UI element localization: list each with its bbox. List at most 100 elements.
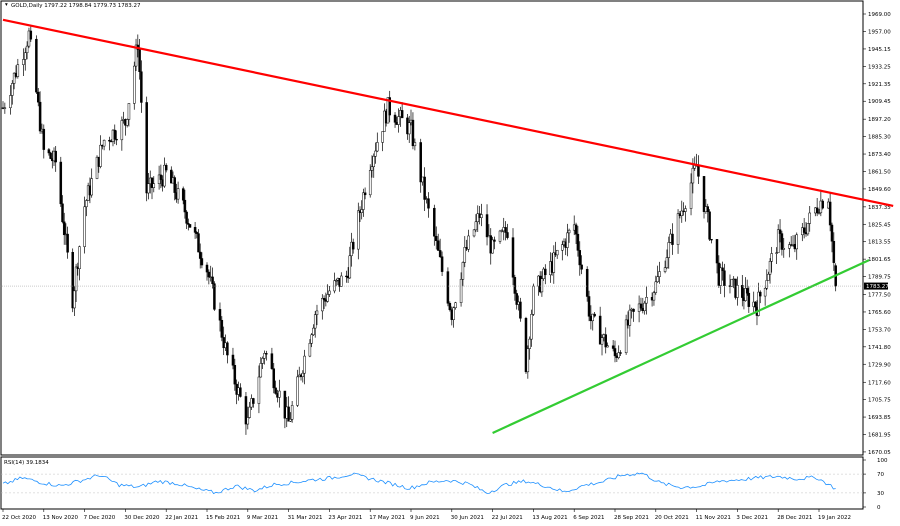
candle-body	[540, 278, 544, 293]
rsi-tick-label: 100	[877, 458, 888, 464]
trendlines	[2, 18, 894, 434]
candle-body	[526, 348, 530, 373]
candle-body	[145, 102, 148, 194]
candle-body	[328, 290, 331, 295]
time-tick-label: 28 Sep 2021	[614, 515, 649, 521]
candle-body	[493, 239, 496, 242]
candle-body	[446, 271, 450, 304]
price-tick-label: 1945.15	[868, 47, 891, 53]
candle-body	[600, 337, 604, 345]
price-tick-label: 1813.55	[868, 240, 891, 246]
candle-body	[736, 285, 739, 298]
candle-body	[376, 142, 379, 152]
candle-body	[326, 294, 329, 302]
time-tick-label: 28 Dec 2021	[777, 515, 812, 521]
candle-body	[433, 207, 436, 237]
candle-body	[598, 315, 602, 345]
candle-body	[38, 101, 42, 132]
candle-body	[74, 266, 78, 292]
time-tick-label: 9 Mar 2021	[247, 515, 278, 521]
candle-body	[815, 207, 819, 214]
candle-body	[163, 164, 166, 187]
price-tick-label: 1789.75	[868, 275, 891, 281]
candle-body	[530, 314, 533, 340]
candle-body	[658, 271, 661, 277]
candle-body	[619, 352, 622, 354]
candle-body	[315, 310, 319, 315]
candle-body	[498, 230, 502, 242]
time-tick-label: 3 Dec 2021	[736, 515, 768, 521]
price-tick-label: 1933.25	[868, 64, 891, 70]
candle-body	[170, 169, 173, 184]
candle-body	[452, 307, 455, 320]
candle-body	[656, 276, 659, 283]
candle-body	[397, 116, 400, 125]
candle-body	[463, 247, 467, 263]
candle-body	[73, 290, 76, 309]
candle-body	[744, 288, 747, 301]
triangle-marker-icon: ▾	[5, 2, 8, 8]
candle-body	[747, 292, 751, 307]
candle-body	[374, 150, 377, 157]
candle-body	[270, 353, 274, 369]
candle-body	[120, 120, 124, 141]
candle-body	[147, 183, 150, 194]
candle-body	[233, 365, 237, 385]
candle-body	[663, 267, 667, 272]
time-tick-label: 13 Aug 2021	[532, 515, 567, 521]
price-tick-label: 1693.85	[868, 415, 891, 421]
candle-body	[697, 165, 700, 177]
candle-body	[108, 139, 111, 142]
candle-body	[427, 198, 430, 209]
price-tick-label: 1921.35	[868, 82, 891, 88]
candle-body	[313, 314, 317, 329]
candle-body	[821, 200, 824, 209]
time-tick-label: 9 Jun 2021	[410, 515, 440, 521]
candle-body	[504, 227, 507, 233]
candle-body	[252, 398, 255, 404]
candle-body	[381, 131, 384, 143]
candle-body	[244, 396, 248, 425]
candle-body	[806, 223, 810, 235]
candle-body	[290, 405, 294, 420]
time-tick-label: 22 Oct 2020	[2, 515, 37, 521]
candle-body	[780, 233, 784, 250]
time-tick-label: 11 Nov 2021	[696, 515, 731, 521]
candle-body	[388, 97, 391, 116]
candle-body	[66, 233, 69, 253]
candle-body	[259, 363, 263, 378]
candle-body	[561, 244, 564, 251]
candle-body	[85, 200, 88, 208]
time-tick-label: 19 Jan 2022	[818, 515, 851, 521]
candle-body	[436, 240, 440, 251]
price-tick-label: 1753.70	[868, 327, 891, 333]
candle-body	[400, 110, 404, 119]
candle-body	[257, 376, 261, 404]
time-tick-label: 17 May 2021	[369, 515, 405, 521]
candle-body	[42, 128, 46, 150]
candle-body	[164, 164, 168, 171]
candle-body	[795, 234, 798, 250]
support-trendline[interactable]	[492, 259, 870, 434]
candle-body	[617, 352, 620, 358]
rsi-line	[2, 472, 836, 495]
candle-body	[438, 250, 442, 257]
candle-body	[99, 144, 102, 167]
candle-body	[372, 156, 375, 167]
candle-body	[513, 277, 517, 294]
candle-body	[159, 174, 163, 180]
candle-body	[632, 308, 635, 312]
candle-body	[231, 354, 235, 366]
candle-body	[138, 49, 141, 72]
resistance-trendline[interactable]	[2, 18, 894, 207]
candle-body	[555, 249, 559, 256]
candle-body	[645, 297, 648, 304]
candle-body	[283, 390, 287, 419]
candle-body	[770, 253, 773, 262]
candle-body	[25, 45, 29, 53]
candle-body	[248, 406, 251, 418]
candle-body	[419, 142, 422, 183]
candle-body	[36, 91, 40, 103]
